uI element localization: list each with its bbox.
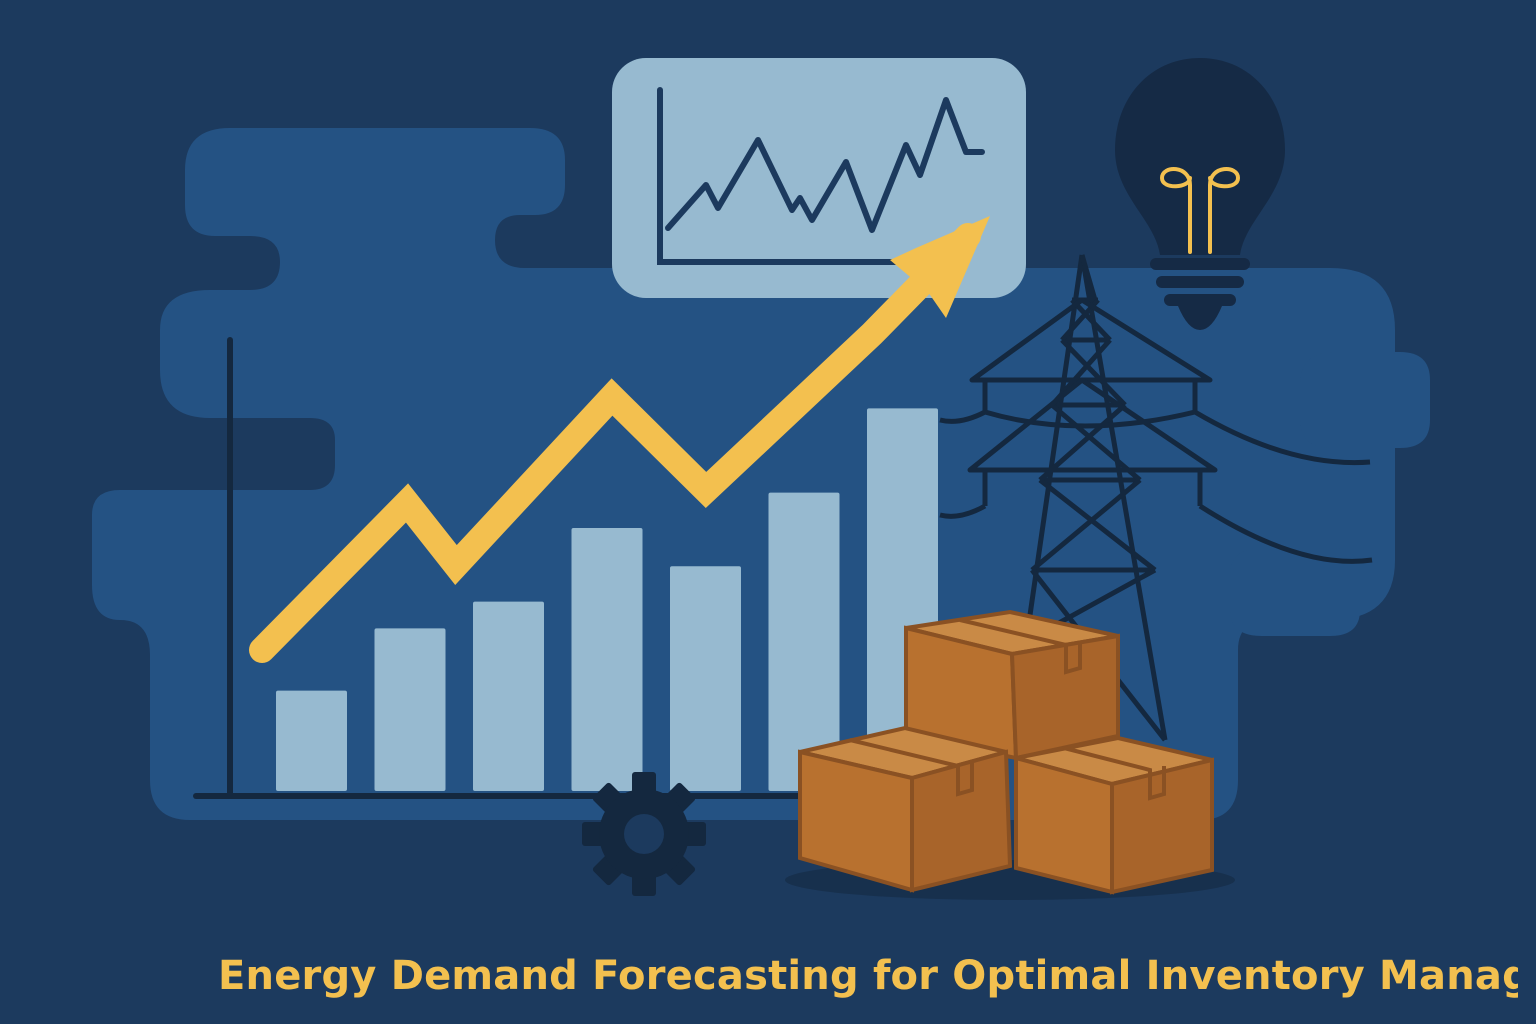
cardboard-boxes-icon: [785, 609, 1235, 900]
light-bulb-icon: [1115, 58, 1285, 330]
chart-bar: [571, 527, 643, 791]
chart-bar: [768, 492, 840, 791]
trend-arrow-icon: [249, 216, 990, 663]
trend-arrow-head: [890, 216, 990, 318]
chart-bar: [473, 601, 544, 791]
chart-bar: [670, 566, 741, 791]
trend-line: [249, 223, 981, 663]
chart-bar: [374, 628, 446, 791]
page-title: Energy Demand Forecasting for Optimal In…: [218, 953, 1518, 999]
gear-icon: [582, 772, 706, 896]
power-tower-icon: [939, 254, 1373, 742]
line-chart-monitor-icon: [612, 58, 1026, 298]
chart-bar: [276, 690, 347, 791]
